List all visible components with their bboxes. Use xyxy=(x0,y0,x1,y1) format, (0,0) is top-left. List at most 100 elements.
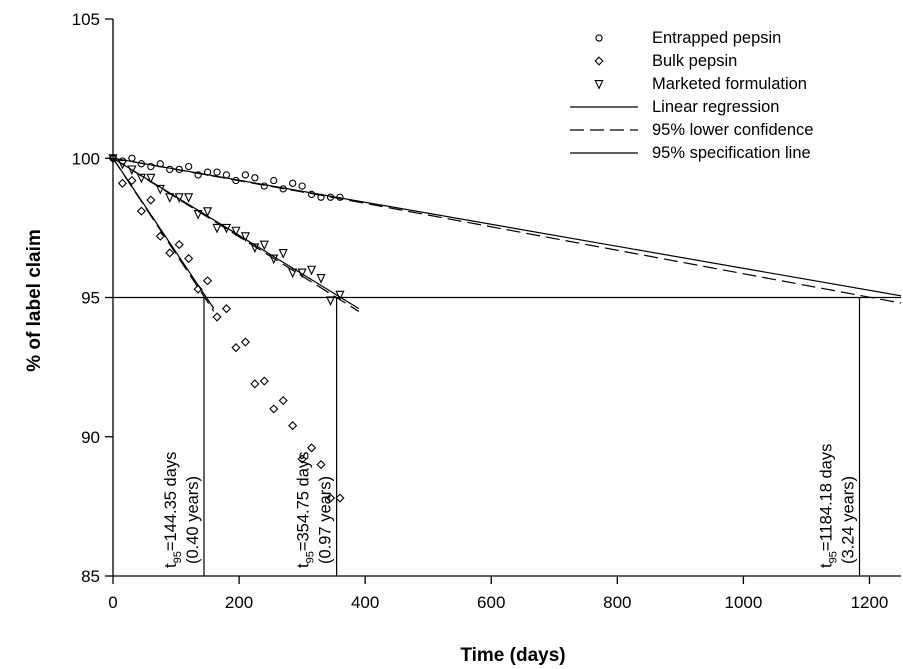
x-tick-label: 400 xyxy=(351,593,379,612)
marketed-formulation-point xyxy=(231,226,241,237)
marketed-formulation-point xyxy=(259,240,269,251)
bulk-pepsin-point xyxy=(335,493,345,503)
bulk-pepsin-point xyxy=(297,454,307,464)
x-tick-label: 1200 xyxy=(851,593,889,612)
entrapped-pepsin-point xyxy=(279,185,287,193)
regression-line-entrapped-pepsin xyxy=(112,157,902,297)
entrapped-pepsin-point xyxy=(128,154,136,162)
bulk-pepsin-point xyxy=(202,276,213,286)
bulk-pepsin-point xyxy=(288,421,298,431)
bulk-pepsin-point xyxy=(240,337,250,347)
t95-years-label: (3.24 years) xyxy=(840,476,858,564)
y-tick-label: 90 xyxy=(81,428,100,447)
bulk-pepsin-point xyxy=(127,175,137,186)
entrapped-pepsin-point xyxy=(307,190,316,199)
marketed-formulation-point xyxy=(221,223,232,234)
marketed-formulation-point xyxy=(136,173,146,184)
bulk-pepsin-point xyxy=(136,206,146,216)
bulk-pepsin-point xyxy=(325,493,336,503)
legend: Entrapped pepsin Bulk pepsin Marketed form… xyxy=(570,29,813,162)
bulk-pepsin-point xyxy=(155,231,165,241)
marketed-formulation-point xyxy=(297,268,307,279)
entrapped-pepsin-point xyxy=(137,160,146,168)
y-tick-label: 95 xyxy=(81,289,100,308)
marketed-formulation-point xyxy=(250,243,260,254)
marketed-formulation-point xyxy=(288,268,298,279)
marketed-formulation-point xyxy=(202,207,213,217)
marketed-formulation-point xyxy=(269,254,279,265)
legend-label: 95% lower confidence xyxy=(652,121,813,139)
entrapped-pepsin-point xyxy=(260,182,268,190)
bulk-pepsin-point xyxy=(174,240,184,250)
entrapped-pepsin-point xyxy=(241,171,250,179)
legend-marker xyxy=(594,80,604,90)
entrapped-pepsin-point xyxy=(203,168,212,176)
entrapped-pepsin-point xyxy=(251,174,259,182)
x-tick-label: 800 xyxy=(603,593,631,612)
bulk-pepsin-point xyxy=(269,404,279,414)
t95-label: t95=354.75 days xyxy=(295,452,317,568)
marketed-formulation-point xyxy=(316,274,326,284)
entrapped-pepsin-point xyxy=(298,182,306,190)
entrapped-pepsin-point xyxy=(232,176,240,185)
axes: 85 90 95 100 105 0 200 400 600 800 1000 1200 xyxy=(72,10,901,612)
marketed-formulation-point xyxy=(165,193,175,203)
entrapped-pepsin-point xyxy=(156,160,164,168)
marketed-formulation-point xyxy=(117,159,128,170)
bulk-pepsin-point xyxy=(278,395,288,406)
legend-label: Linear regression xyxy=(652,98,780,116)
legend-label: Entrapped pepsin xyxy=(652,29,781,47)
t95-label: t95=1184.18 days xyxy=(818,444,840,568)
entrapped-pepsin-point xyxy=(270,176,278,185)
legend-label: 95% specification line xyxy=(652,144,811,162)
marketed-formulation-point xyxy=(193,210,203,220)
bulk-pepsin-point xyxy=(231,343,241,353)
entrapped-pepsin-point xyxy=(213,168,221,176)
entrapped-pepsin-point xyxy=(336,193,344,201)
marketed-formulation-point xyxy=(278,248,288,259)
t95-years-label: (0.97 years) xyxy=(317,476,335,564)
entrapped-pepsin-point xyxy=(166,165,174,174)
bulk-pepsin-point xyxy=(316,460,326,470)
y-axis-title: % of label claim xyxy=(24,229,45,372)
y-tick-label: 105 xyxy=(72,10,100,29)
t95-label: t95=144.35 days xyxy=(162,452,184,568)
legend-label: Marketed formulation xyxy=(652,75,807,93)
entrapped-pepsin-point xyxy=(175,165,183,174)
bulk-pepsin-point xyxy=(306,443,317,453)
marketed-formulation-point xyxy=(184,193,194,203)
bulk-pepsin-point xyxy=(117,178,128,188)
y-tick-label: 85 xyxy=(81,567,100,586)
confidence-line-entrapped-pepsin xyxy=(112,157,902,304)
x-tick-label: 0 xyxy=(108,593,117,612)
entrapped-pepsin-point xyxy=(289,179,297,187)
marketed-formulation-point xyxy=(240,232,250,242)
legend-marker xyxy=(595,34,603,42)
entrapped-pepsin-point xyxy=(184,162,193,171)
marketed-formulation-point xyxy=(155,184,165,195)
marketed-formulation-point xyxy=(307,265,317,276)
marketed-formulation-point xyxy=(174,193,184,203)
bulk-pepsin-point xyxy=(165,248,175,258)
entrapped-pepsin-point xyxy=(222,171,231,179)
marketed-formulation-point xyxy=(127,165,137,176)
x-tick-label: 200 xyxy=(225,593,253,612)
plot-area: t95=144.35 days (0.40 years) t95=354.75 da… xyxy=(108,153,902,576)
entrapped-pepsin-point xyxy=(317,193,325,201)
t95-years-label: (0.40 years) xyxy=(184,476,202,564)
bulk-pepsin-point xyxy=(146,195,156,205)
bulk-pepsin-point xyxy=(184,253,194,264)
bulk-pepsin-point xyxy=(193,284,203,294)
marketed-formulation-point xyxy=(146,173,156,184)
x-axis-title: Time (days) xyxy=(460,645,565,666)
bulk-pepsin-point xyxy=(250,379,260,389)
bulk-pepsin-point xyxy=(212,312,222,322)
entrapped-pepsin-point xyxy=(147,162,155,171)
y-tick-label: 100 xyxy=(72,149,100,168)
entrapped-pepsin-point xyxy=(194,171,202,179)
marketed-formulation-point xyxy=(212,223,222,234)
x-tick-label: 600 xyxy=(477,593,505,612)
x-tick-label: 1000 xyxy=(724,593,762,612)
legend-label: Bulk pepsin xyxy=(652,52,737,70)
